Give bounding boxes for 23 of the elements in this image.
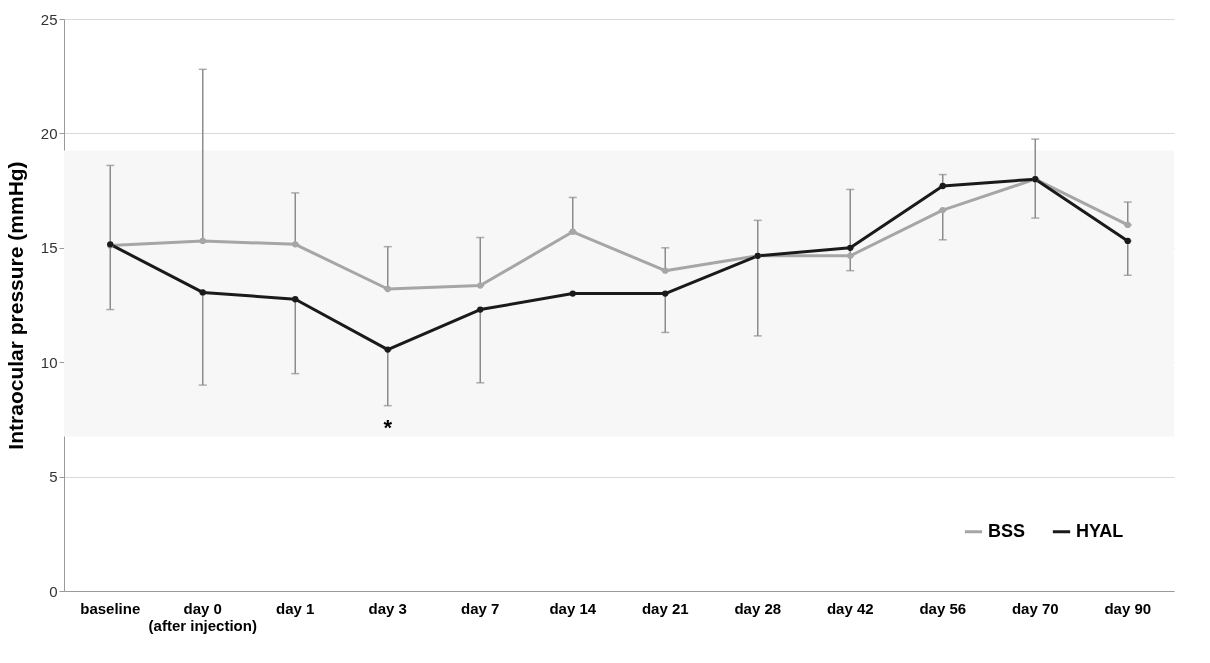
x-tick-label: day 70 [1011,599,1059,617]
y-tick-label: 0 [49,582,58,600]
x-tick-label: day 56 [919,599,967,617]
x-tick-label: day 42 [826,599,874,617]
legend-label: HYAL [1076,520,1124,541]
x-tick-label: day 14 [549,599,597,617]
x-tick-label: day 1 [276,599,315,617]
y-axis-title: Intraocular pressure (mmHg) [3,161,27,450]
y-tick-label: 20 [40,124,58,142]
x-tick-label: day 0 (after injection) [148,599,257,634]
legend-label: BSS [988,520,1026,541]
point [569,290,576,297]
x-tick-label: day 90 [1104,599,1152,617]
y-tick-label: 25 [40,10,58,28]
x-tick-label: day 28 [734,599,782,617]
annotation: * [383,414,393,440]
x-tick-label: day 7 [461,599,500,617]
y-tick-label: 5 [49,468,58,486]
x-tick-label: baseline [80,599,141,617]
x-tick-label: day 3 [368,599,407,617]
y-tick-label: 15 [40,239,58,257]
y-tick-label: 10 [40,353,58,371]
x-tick-label: day 21 [641,599,689,617]
